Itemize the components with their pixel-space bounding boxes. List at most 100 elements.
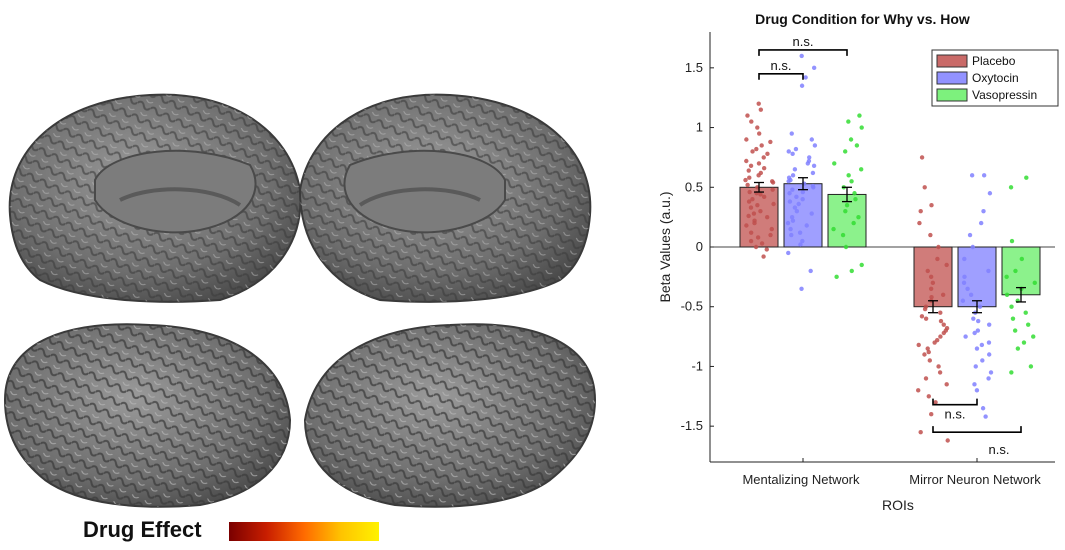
significance-bracket — [932, 398, 978, 406]
data-point-vasopressin — [1012, 328, 1018, 333]
data-point-oxytocin — [786, 179, 791, 184]
data-point-oxytocin — [978, 220, 984, 226]
data-point-placebo — [927, 358, 933, 363]
data-point-placebo — [923, 316, 929, 321]
data-point-vasopressin — [1025, 322, 1031, 327]
data-point-oxytocin — [962, 274, 967, 280]
data-point-vasopressin — [843, 244, 849, 250]
data-point-oxytocin — [790, 218, 796, 223]
data-point-oxytocin — [811, 65, 817, 71]
data-point-placebo — [761, 155, 766, 160]
data-point-oxytocin — [807, 155, 812, 160]
data-point-placebo — [918, 429, 923, 435]
data-point-placebo — [916, 342, 921, 348]
legend-swatch-placebo — [936, 54, 968, 68]
data-point-placebo — [944, 382, 949, 387]
data-point-oxytocin — [789, 214, 795, 220]
data-point-placebo — [922, 306, 928, 312]
data-point-oxytocin — [965, 286, 970, 292]
data-point-vasopressin — [853, 197, 858, 202]
data-point-vasopressin — [846, 119, 851, 124]
data-point-vasopressin — [1009, 238, 1015, 244]
data-point-placebo — [754, 146, 759, 152]
data-point-oxytocin — [790, 187, 795, 192]
data-point-vasopressin — [1008, 185, 1014, 190]
data-point-placebo — [743, 177, 748, 183]
data-point-oxytocin — [797, 230, 803, 235]
data-point-placebo — [770, 180, 776, 185]
data-point-oxytocin — [986, 268, 991, 274]
data-point-placebo — [945, 438, 950, 443]
data-point-vasopressin — [843, 149, 848, 154]
data-point-placebo — [926, 394, 931, 399]
data-point-placebo — [756, 173, 761, 178]
data-point-placebo — [929, 202, 934, 208]
data-point-placebo — [919, 314, 925, 319]
data-point-vasopressin — [849, 179, 854, 184]
data-point-placebo — [928, 286, 934, 292]
data-point-placebo — [748, 230, 754, 235]
bar-chart: Drug Condition for Why vs. How -1.5 -1 -0.5… — [657, 11, 1059, 513]
data-point-placebo — [756, 131, 762, 136]
data-point-placebo — [765, 151, 770, 157]
legend-entry-oxytocin: Oxytocin — [972, 71, 1019, 85]
legend-swatch-oxytocin — [936, 71, 968, 85]
legend-entry-vasopressin: Vasopressin — [972, 88, 1037, 102]
brain-figure-panel — [3, 93, 597, 508]
data-point-oxytocin — [963, 334, 968, 339]
data-point-oxytocin — [789, 131, 794, 136]
data-point-oxytocin — [974, 346, 980, 351]
data-point-oxytocin — [811, 185, 816, 190]
data-point-oxytocin — [986, 322, 992, 327]
data-point-placebo — [768, 139, 773, 145]
data-point-placebo — [928, 232, 933, 238]
brain-lateral-right — [303, 323, 597, 508]
data-point-oxytocin — [799, 286, 804, 292]
data-point-oxytocin — [794, 208, 800, 214]
data-point-placebo — [745, 113, 750, 118]
significance-bracket — [758, 49, 848, 56]
data-point-vasopressin — [854, 143, 860, 148]
data-point-placebo — [941, 330, 947, 336]
significance-label: n.s. — [945, 407, 966, 422]
data-point-vasopressin — [1031, 334, 1036, 339]
data-point-placebo — [755, 125, 760, 130]
data-point-oxytocin — [979, 342, 985, 348]
data-point-placebo — [744, 158, 749, 164]
data-point-oxytocin — [972, 382, 977, 387]
data-point-placebo — [930, 280, 936, 286]
y-tick-label: 1.5 — [685, 60, 703, 75]
drug-effect-legend-label: Drug Effect — [83, 517, 202, 542]
y-tick-label: -1 — [691, 358, 703, 373]
brain-medial-left — [8, 93, 302, 303]
drug-effect-colorbar — [229, 522, 379, 541]
legend-entry-placebo: Placebo — [972, 54, 1016, 68]
data-point-placebo — [753, 244, 759, 250]
data-point-vasopressin — [1004, 292, 1010, 297]
data-point-placebo — [923, 376, 929, 381]
data-point-placebo — [925, 346, 930, 351]
data-point-oxytocin — [986, 376, 991, 381]
data-point-oxytocin — [790, 173, 796, 178]
data-point-oxytocin — [809, 211, 814, 216]
y-tick-label: 1 — [696, 120, 703, 135]
data-point-vasopressin — [834, 274, 839, 280]
legend-swatch-vasopressin — [936, 88, 968, 102]
brain-lateral-left — [3, 323, 292, 508]
data-point-placebo — [933, 400, 938, 405]
data-point-placebo — [944, 262, 949, 268]
brain-renderings — [3, 93, 597, 508]
data-point-oxytocin — [812, 143, 818, 148]
y-axis-label: Beta Values (a.u.) — [657, 191, 673, 302]
data-point-oxytocin — [786, 250, 791, 256]
data-point-oxytocin — [968, 292, 974, 297]
data-point-oxytocin — [790, 151, 795, 157]
data-point-placebo — [748, 238, 754, 244]
data-point-oxytocin — [975, 328, 981, 333]
data-point-vasopressin — [832, 161, 837, 166]
data-point-oxytocin — [810, 170, 816, 176]
data-point-vasopressin — [1015, 346, 1021, 351]
data-point-vasopressin — [859, 125, 864, 130]
data-point-placebo — [936, 244, 941, 250]
data-point-placebo — [932, 340, 937, 345]
